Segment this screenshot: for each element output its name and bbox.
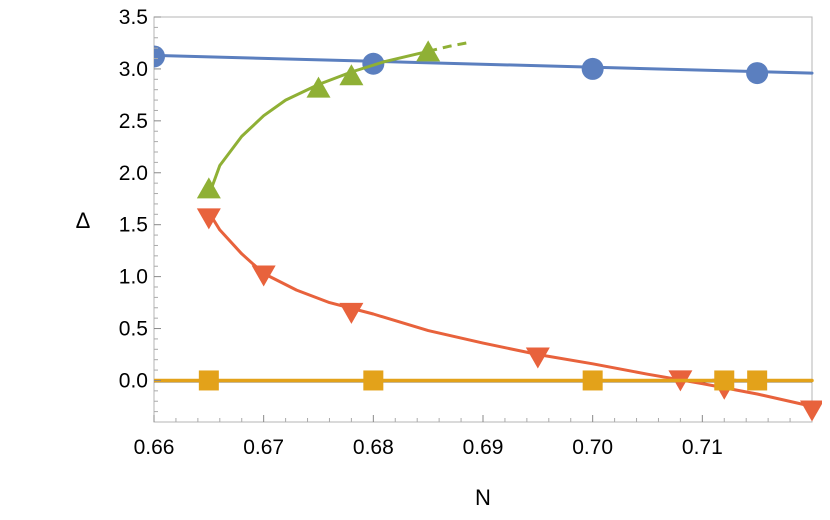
data-point-triangle-down xyxy=(251,265,276,287)
data-point-square xyxy=(363,370,384,391)
data-point-triangle-up xyxy=(416,40,441,62)
x-tick-label: 0.71 xyxy=(682,436,723,459)
y-tick-label: 1.0 xyxy=(119,266,148,289)
series-square xyxy=(154,370,814,391)
data-point-circle xyxy=(581,57,604,80)
data-point-triangle-down xyxy=(525,347,550,369)
data-point-triangle-down xyxy=(339,302,364,324)
series-layer xyxy=(154,40,822,422)
series-circle xyxy=(154,45,814,85)
fit-line-triangle-up xyxy=(207,49,430,198)
x-tick-label: 0.66 xyxy=(134,436,175,459)
data-point-square xyxy=(747,370,768,391)
y-tick-label: 2.5 xyxy=(119,110,148,133)
y-tick-label: 3.0 xyxy=(119,58,148,81)
data-point-square xyxy=(198,370,219,391)
fit-dashed-triangle-up xyxy=(427,40,473,53)
y-tick-label: 3.5 xyxy=(119,6,148,29)
plot-border xyxy=(153,16,813,423)
data-point-triangle-down xyxy=(800,400,822,422)
data-point-triangle-down xyxy=(196,208,221,230)
x-tick-label: 0.70 xyxy=(572,436,613,459)
data-point-circle xyxy=(154,45,165,68)
data-point-square xyxy=(582,370,603,391)
data-point-square xyxy=(714,370,735,391)
x-tick-label: 0.69 xyxy=(463,436,504,459)
y-axis-label: Δ xyxy=(76,208,91,233)
x-tick-label: 0.67 xyxy=(243,436,284,459)
data-point-triangle-up xyxy=(306,76,331,98)
series-triangle-up xyxy=(196,40,473,199)
plot-frame xyxy=(153,16,813,423)
x-axis-label: N xyxy=(475,485,491,510)
data-point-triangle-up xyxy=(339,64,364,86)
y-tick-label: 0.5 xyxy=(119,318,148,341)
fit-line-circle xyxy=(154,53,814,75)
y-tick-label: 0.0 xyxy=(119,369,148,392)
data-point-triangle-up xyxy=(196,177,221,199)
y-tick-label: 1.5 xyxy=(119,214,148,237)
y-tick-label: 2.0 xyxy=(119,162,148,185)
data-point-circle xyxy=(746,62,769,85)
x-tick-label: 0.68 xyxy=(353,436,394,459)
axes: 0.66 0.67 0.68 0.69 0.70 0.71 0.0 0.5 1.0 1.5 2.0 2… xyxy=(119,6,791,459)
